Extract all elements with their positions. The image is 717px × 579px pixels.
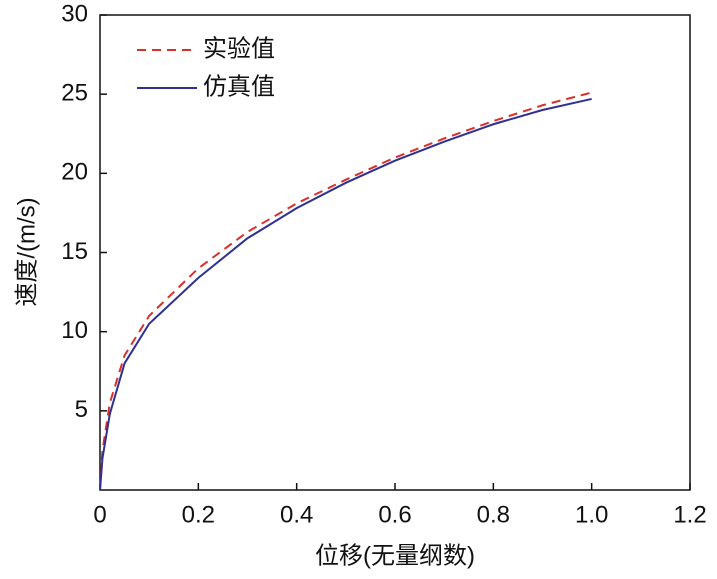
x-tick-label: 1.0 [575,501,608,528]
x-axis-label: 位移(无量纲数) [315,542,475,569]
y-tick-label: 25 [61,80,88,107]
legend-label: 实验值 [203,35,275,62]
x-tick-label: 0.8 [477,501,510,528]
x-tick-label: 0.6 [378,501,411,528]
y-tick-label: 15 [61,238,88,265]
series-line [99,91,592,491]
y-tick-label: 20 [61,159,88,186]
y-axis-label: 速度/(m/s) [13,197,40,306]
series-line [99,97,592,491]
x-tick-label: 1.2 [673,501,706,528]
x-tick-label: 0.2 [182,501,215,528]
plot-frame [99,14,691,491]
y-tick-label: 10 [61,317,88,344]
x-tick-label: 0 [93,501,106,528]
legend-label: 仿真值 [203,73,275,100]
x-tick-label: 0.4 [280,501,313,528]
y-tick-label: 30 [61,0,88,27]
y-tick-label: 5 [75,396,88,423]
